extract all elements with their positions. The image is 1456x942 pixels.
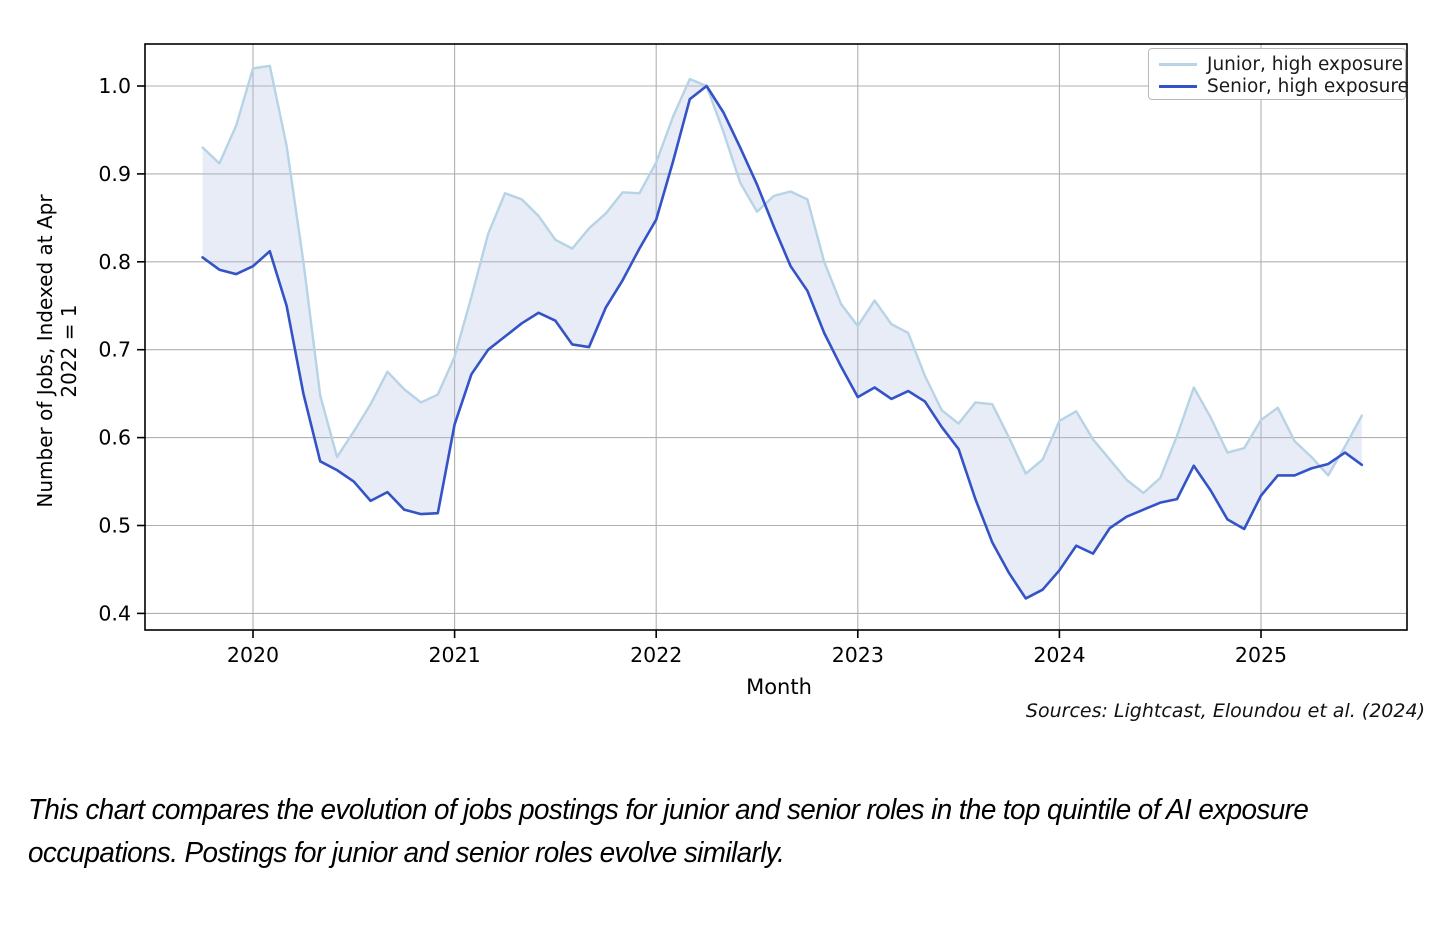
legend-label-senior: Senior, high exposure: [1207, 75, 1409, 97]
x-tick-label: 2021: [429, 643, 481, 667]
junior-senior-gap-band: [202, 65, 1362, 599]
y-axis-title: Number of Jobs, Indexed at Apr 2022 = 1: [33, 194, 81, 508]
y-tick-label: 0.8: [98, 250, 131, 274]
plot-border: [144, 43, 1408, 631]
x-tick-label: 2025: [1235, 643, 1287, 667]
y-tick-label: 0.6: [98, 426, 131, 450]
junior-line-swatch: [1159, 62, 1197, 66]
senior-line-swatch: [1159, 84, 1197, 88]
y-tick-label: 1.0: [98, 74, 131, 98]
x-tick-label: 2020: [227, 643, 279, 667]
legend-item-junior: Junior, high exposure: [1159, 53, 1403, 75]
y-tick-label: 0.9: [98, 162, 131, 186]
chart-legend: Junior, high exposure Senior, high expos…: [1148, 48, 1409, 100]
x-tick-label: 2022: [630, 643, 682, 667]
x-tick-label: 2024: [1033, 643, 1085, 667]
y-tick-label: 0.7: [98, 338, 131, 362]
y-tick-label: 0.5: [98, 514, 131, 538]
legend-item-senior: Senior, high exposure: [1159, 75, 1409, 97]
y-tick-label: 0.4: [98, 601, 131, 625]
x-tick-label: 2023: [832, 643, 884, 667]
legend-label-junior: Junior, high exposure: [1207, 53, 1403, 75]
line-chart: 0.4 0.5 0.6 0.7 0.8 0.9 1.0 2020 2021 2022 2023 202…: [98, 43, 1408, 667]
sources-note: Sources: Lightcast, Eloundou et al. (202…: [1025, 700, 1425, 722]
figure-caption: This chart compares the evolution of job…: [28, 794, 1309, 869]
senior-series-line: [201, 84, 1364, 600]
x-axis-title: Month: [746, 675, 812, 699]
junior-series-line: [201, 64, 1364, 495]
